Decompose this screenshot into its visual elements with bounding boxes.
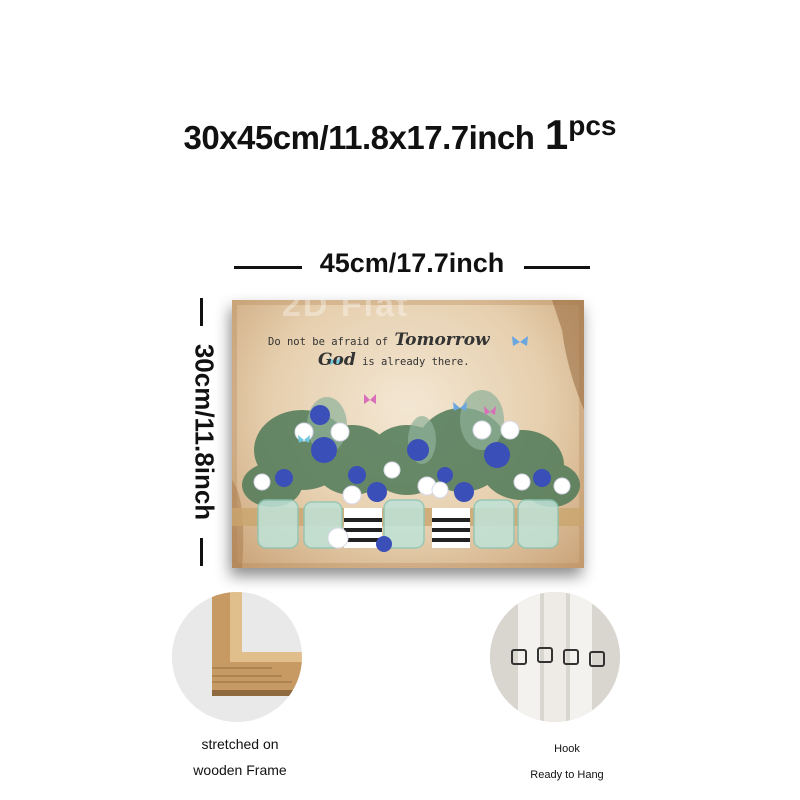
height-line-bottom <box>200 538 203 566</box>
hook-photo <box>490 592 620 722</box>
hook-icon <box>490 592 620 722</box>
frame-caption: stretched on wooden Frame <box>160 731 320 783</box>
hook-caption-line2: Ready to Hang <box>530 769 604 781</box>
wooden-frame-photo <box>172 592 302 722</box>
quote-text: Do not be afraid of Tomorrow God is alre… <box>268 330 490 370</box>
frame-caption-line2: wooden Frame <box>193 762 287 778</box>
quantity-number: 1 <box>544 111 569 158</box>
width-label: 45cm/17.7inch <box>319 248 505 278</box>
watermark-text: 2D Flat <box>282 300 410 324</box>
height-line-top <box>200 298 203 326</box>
width-line-right <box>524 266 590 269</box>
butterfly-icon <box>298 336 528 443</box>
hook-caption-line1: Hook <box>554 743 580 755</box>
wooden-frame-icon <box>172 592 302 722</box>
hook-caption: Hook Ready to Hang <box>497 736 637 788</box>
quantity-unit: pcs <box>568 110 617 141</box>
height-dimension: 30cm/11.8inch <box>184 298 224 566</box>
quote-suffix: is already there. <box>362 356 470 368</box>
quote-line2: God is already there. <box>318 350 490 370</box>
product-size-headline: 30x45cm/11.8x17.7inch 1pcs <box>0 110 800 159</box>
flower-illustration <box>232 300 584 568</box>
size-text: 30x45cm/11.8x17.7inch <box>183 119 535 156</box>
quote-word-god: God <box>318 350 356 370</box>
width-line-left <box>234 266 302 269</box>
canvas-artwork: 2D Flat Do not be afraid of Tomorrow God… <box>232 300 584 568</box>
width-dimension: 45cm/17.7inch <box>234 248 590 284</box>
quote-word-tomorrow: Tomorrow <box>394 330 490 350</box>
quote-prefix: Do not be afraid of <box>268 336 389 348</box>
frame-caption-line1: stretched on <box>201 736 279 752</box>
height-label: 30cm/11.8inch <box>189 343 220 521</box>
